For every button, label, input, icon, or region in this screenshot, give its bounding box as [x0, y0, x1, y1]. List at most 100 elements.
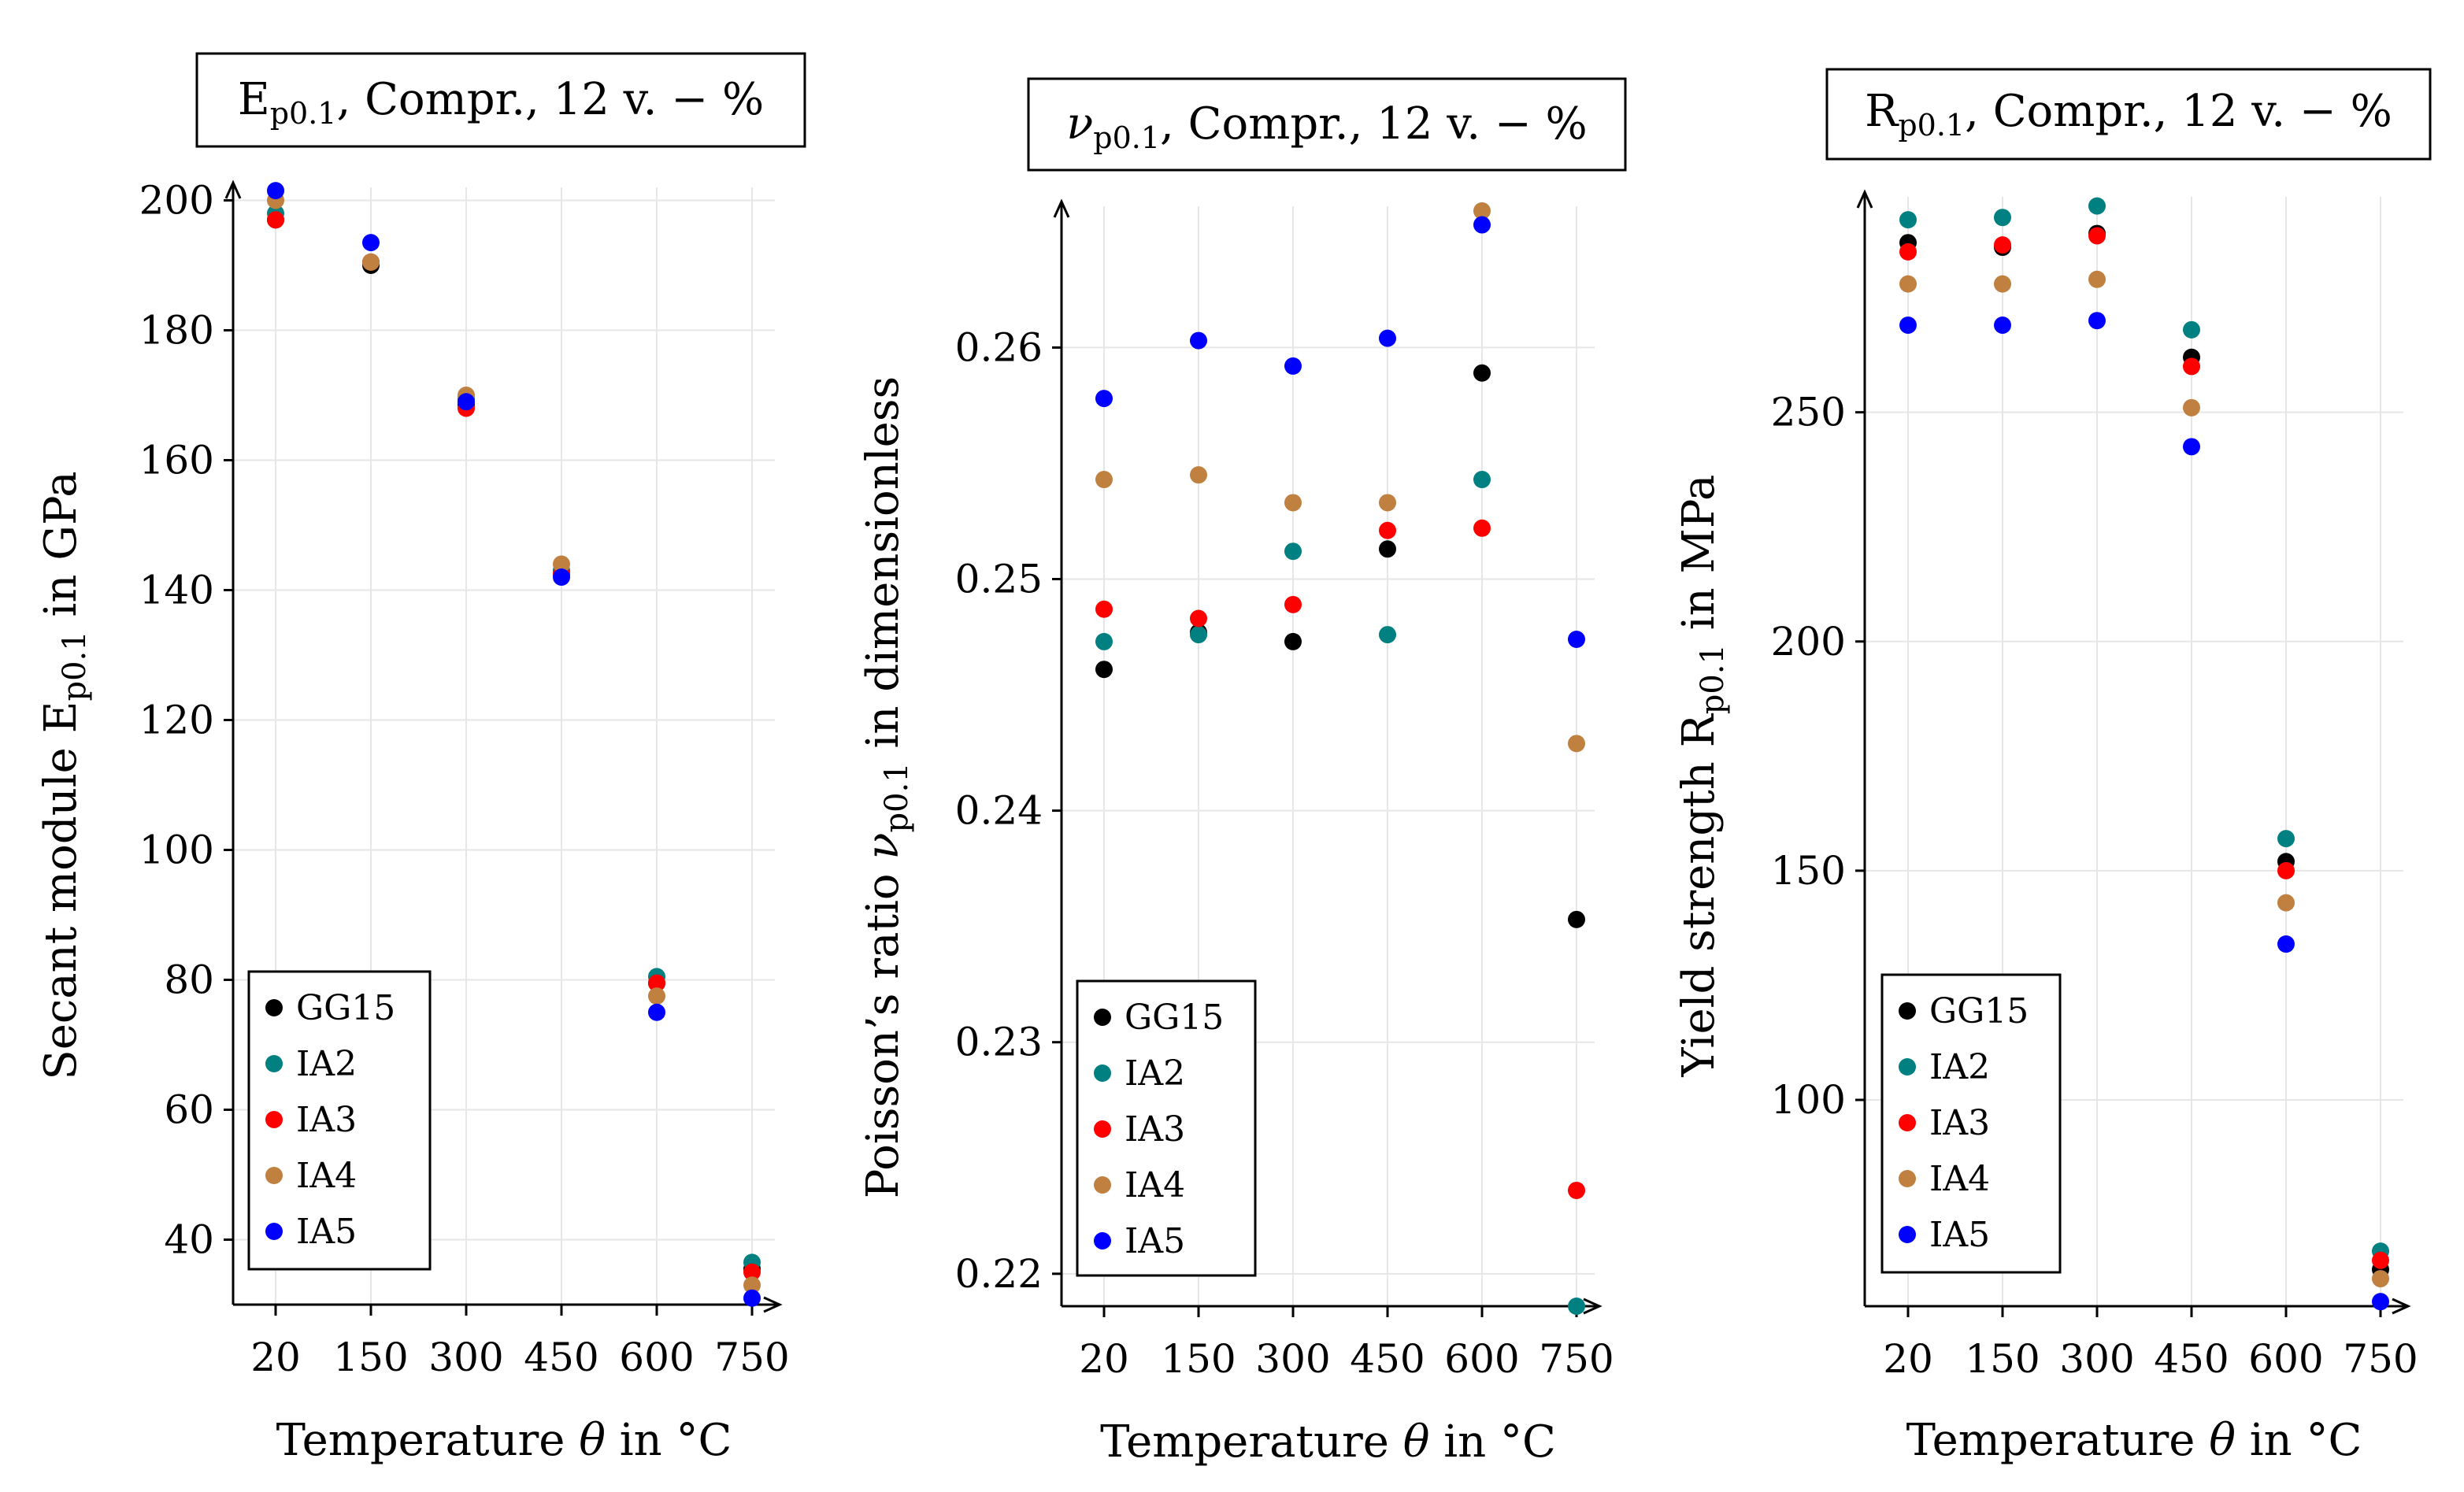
y-tick-label: 120 [139, 698, 214, 743]
data-point-ia3 [2277, 861, 2295, 879]
legend-label-ia4: IA4 [1125, 1165, 1185, 1205]
legend-label-ia4: IA4 [296, 1156, 357, 1196]
data-point-ia3 [1899, 242, 1917, 261]
y-axis-label: Poisson’s ratio νp0.1 in dimensionless [858, 376, 915, 1199]
y-axis-label: Yield strength Rp0.1 in MPa [1673, 475, 1731, 1078]
y-axis-label: Secant module Ep0.1 in GPa [35, 471, 93, 1079]
chart-panel-1: 20 150 300 450 600 750 40 60 80 100 120 140 160 180 20… [35, 52, 806, 1466]
data-point-ia2 [2183, 320, 2200, 339]
y-tick-label: 0.23 [955, 1020, 1043, 1065]
data-point-ia3 [1379, 521, 1396, 539]
x-tick-label: 20 [250, 1335, 301, 1380]
chart-title: νp0.1, Compr., 12 v. − % [1066, 98, 1588, 155]
data-point-ia4 [2372, 1270, 2389, 1288]
legend-marker-gg15 [1094, 1009, 1111, 1026]
data-point-ia5 [1284, 357, 1302, 375]
legend: GG15 IA2 IA3 IA4 IA5 [1076, 979, 1257, 1277]
data-point-ia5 [743, 1289, 761, 1307]
data-point-ia5 [2277, 935, 2295, 953]
y-tick-label: 100 [139, 827, 214, 873]
x-axis-label: Temperature θ in °C [1100, 1416, 1556, 1468]
data-point-ia5 [1473, 216, 1491, 234]
data-point-ia3 [1284, 595, 1302, 613]
data-point-ia4 [362, 253, 380, 271]
y-tick-label: 140 [139, 568, 214, 613]
data-point-ia4 [743, 1276, 761, 1294]
data-point-ia3 [1473, 519, 1491, 537]
x-tick-label: 600 [619, 1335, 694, 1380]
x-tick-label: 600 [1444, 1336, 1519, 1382]
data-point-ia4 [1095, 471, 1113, 489]
legend-marker-ia3 [1899, 1114, 1916, 1131]
y-tick-label: 180 [139, 308, 214, 354]
data-point-ia2 [1568, 1298, 1585, 1315]
x-tick-label: 20 [1883, 1336, 1933, 1382]
data-point-ia2 [1994, 209, 2011, 227]
data-point-ia3 [1994, 236, 2011, 254]
x-tick-label: 20 [1079, 1336, 1129, 1382]
data-point-ia3 [1095, 600, 1113, 618]
legend-label-gg15: GG15 [1125, 998, 1224, 1038]
data-point-ia5 [1095, 390, 1113, 408]
data-point-ia2 [1190, 626, 1207, 644]
y-tick-label: 0.24 [955, 788, 1043, 834]
data-point-ia3 [743, 1263, 761, 1281]
legend-label-ia5: IA5 [1125, 1221, 1185, 1261]
x-tick-label: 300 [2059, 1336, 2134, 1382]
data-point-ia5 [2088, 312, 2106, 330]
data-point-gg15 [1568, 910, 1585, 928]
legend-label-ia2: IA2 [296, 1044, 357, 1084]
x-tick-label: 150 [333, 1335, 408, 1380]
x-tick-label: 450 [2154, 1336, 2229, 1382]
y-tick-label: 40 [164, 1217, 214, 1263]
data-point-ia5 [362, 234, 380, 252]
chart-panel-3: 20 150 300 450 600 750 100 150 200 250 Rp0.1, Comp… [1673, 68, 2432, 1466]
x-tick-label: 300 [1255, 1336, 1330, 1382]
x-axis-arrow [2392, 1298, 2411, 1315]
data-point-gg15 [1095, 661, 1113, 679]
data-point-ia3 [1190, 609, 1207, 628]
data-point-ia2 [2277, 830, 2295, 848]
x-tick-label: 600 [2248, 1336, 2323, 1382]
legend-marker-ia2 [1094, 1064, 1111, 1082]
data-point-ia4 [1284, 494, 1302, 512]
y-tick-label: 60 [164, 1087, 214, 1133]
data-point-ia3 [2372, 1251, 2389, 1269]
chart-title: Rp0.1, Compr., 12 v. − % [1865, 86, 2392, 143]
y-axis-arrow [1053, 198, 1070, 218]
x-tick-label: 750 [714, 1335, 789, 1380]
data-point-ia4 [1473, 202, 1491, 220]
data-point-ia4 [2277, 894, 2295, 912]
y-tick-label: 100 [1771, 1077, 1846, 1123]
y-tick-label: 150 [1771, 848, 1846, 894]
data-point-ia2 [1473, 471, 1491, 489]
chart-panel-2: 20 150 300 450 600 750 0.22 0.23 0.24 0.25 0.26 νp0… [858, 77, 1627, 1468]
data-point-ia3 [267, 211, 284, 229]
data-point-ia2 [1095, 632, 1113, 650]
legend-marker-ia2 [265, 1055, 283, 1072]
data-points [267, 182, 761, 1307]
legend-marker-ia5 [1094, 1232, 1111, 1250]
gridlines [233, 187, 775, 1305]
data-point-gg15 [1379, 540, 1396, 558]
legend-marker-ia5 [265, 1223, 283, 1240]
legend: GG15 IA2 IA3 IA4 IA5 [1880, 973, 2062, 1274]
data-point-ia2 [1284, 542, 1302, 561]
legend-label-ia2: IA2 [1929, 1047, 1990, 1087]
legend-marker-ia2 [1899, 1058, 1916, 1075]
data-point-ia5 [1379, 329, 1396, 347]
data-point-ia2 [2088, 197, 2106, 215]
x-tick-label: 450 [1350, 1336, 1425, 1382]
data-point-ia3 [1568, 1181, 1585, 1199]
data-point-ia5 [2183, 438, 2200, 456]
legend-marker-ia3 [265, 1111, 283, 1128]
legend: GG15 IA2 IA3 IA4 IA5 [247, 970, 432, 1271]
legend-label-ia3: IA3 [1929, 1103, 1990, 1143]
data-point-gg15 [1473, 364, 1491, 382]
y-tick-label: 200 [139, 178, 214, 224]
x-tick-label: 750 [1539, 1336, 1614, 1382]
data-point-ia5 [458, 393, 475, 411]
data-point-ia5 [553, 568, 570, 586]
data-point-ia4 [1899, 275, 1917, 293]
